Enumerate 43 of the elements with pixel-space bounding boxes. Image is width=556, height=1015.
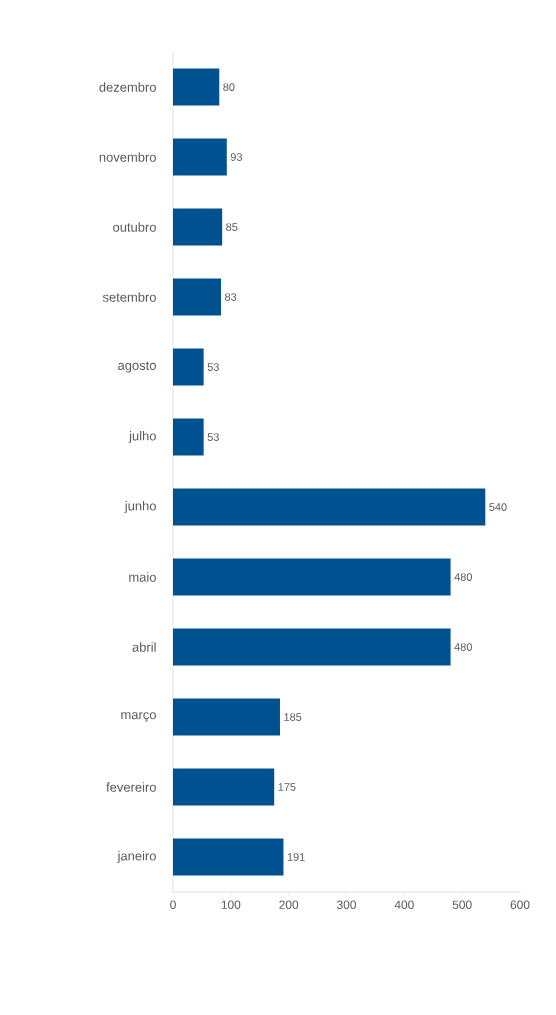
bar <box>173 348 204 386</box>
y-tick-label: julho <box>128 430 156 444</box>
x-tick-label: 200 <box>279 900 299 909</box>
y-tick-label: dezembro <box>99 82 156 92</box>
y-tick-label: agosto <box>118 361 156 373</box>
y-tick-label: fevereiro <box>106 782 156 792</box>
bar <box>173 698 280 736</box>
bar <box>173 628 451 666</box>
y-tick-label: janeiro <box>117 850 156 864</box>
y-tick-label: outubro <box>113 222 156 232</box>
data-label: 540 <box>489 503 507 511</box>
y-tick-label: março <box>121 712 156 722</box>
data-label: 191 <box>287 853 305 861</box>
data-label: 85 <box>226 223 238 231</box>
y-tick-label: abril <box>132 642 156 652</box>
bar <box>173 418 204 456</box>
bar <box>173 208 223 246</box>
bar <box>173 278 221 316</box>
y-tick-label: novembro <box>99 152 156 162</box>
data-label: 93 <box>230 153 243 161</box>
data-label: 80 <box>223 83 235 91</box>
data-label: 480 <box>454 573 472 581</box>
x-tick-label: 500 <box>452 900 472 909</box>
x-tick-label: 0 <box>170 900 176 909</box>
y-tick-label: maio <box>129 572 156 582</box>
data-label: 83 <box>224 293 237 301</box>
data-label: 53 <box>207 363 219 371</box>
x-tick-label: 300 <box>336 900 357 909</box>
data-label: 175 <box>278 783 296 791</box>
y-tick-label: junho <box>124 500 156 514</box>
x-tick-label: 600 <box>510 900 530 909</box>
bar <box>173 138 227 176</box>
data-label: 53 <box>207 433 219 441</box>
data-label: 480 <box>454 643 472 651</box>
data-label: 185 <box>284 713 302 721</box>
bar <box>173 488 486 526</box>
bar <box>173 68 220 106</box>
bar <box>173 838 284 876</box>
bar <box>173 768 275 806</box>
x-tick-label: 100 <box>221 900 241 909</box>
y-tick-label: setembro <box>102 292 156 302</box>
bar <box>173 558 451 596</box>
x-tick-label: 400 <box>394 900 414 909</box>
